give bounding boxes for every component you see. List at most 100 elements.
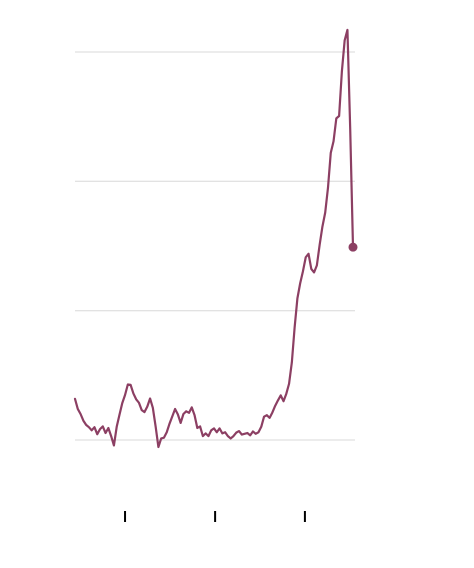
- data-point-98: [346, 29, 348, 31]
- data-point-69: [266, 414, 268, 416]
- data-point-77: [288, 383, 290, 385]
- data-point-53: [221, 432, 223, 434]
- data-point-71: [271, 411, 273, 413]
- data-point-90: [324, 212, 326, 214]
- data-point-65: [255, 433, 257, 435]
- data-point-67: [260, 426, 262, 428]
- data-point-20: [130, 384, 132, 386]
- data-point-95: [338, 115, 340, 117]
- data-point-6: [91, 429, 93, 431]
- data-point-68: [263, 416, 265, 418]
- data-point-33: [166, 431, 168, 433]
- data-point-99: [349, 129, 351, 131]
- data-point-4: [85, 424, 87, 426]
- data-point-10: [102, 425, 104, 427]
- data-point-40: [185, 410, 187, 412]
- data-point-85: [310, 268, 312, 270]
- data-point-78: [291, 361, 293, 363]
- data-point-48: [207, 435, 209, 437]
- data-point-23: [138, 402, 140, 404]
- data-point-35: [171, 415, 173, 417]
- data-point-73: [277, 399, 279, 401]
- data-point-44: [196, 427, 198, 429]
- data-point-2: [80, 413, 82, 415]
- data-point-22: [135, 398, 137, 400]
- data-point-12: [107, 427, 109, 429]
- data-point-7: [93, 426, 95, 428]
- data-point-61: [244, 433, 246, 435]
- data-point-1: [77, 408, 79, 410]
- data-point-38: [180, 422, 182, 424]
- data-point-55: [227, 435, 229, 437]
- data-point-92: [330, 152, 332, 154]
- data-point-39: [182, 413, 184, 415]
- data-point-63: [249, 434, 251, 436]
- data-point-26: [146, 406, 148, 408]
- data-point-29: [155, 425, 157, 427]
- data-point-41: [188, 412, 190, 414]
- data-point-24: [141, 409, 143, 411]
- data-point-36: [174, 408, 176, 410]
- data-point-89: [321, 226, 323, 228]
- data-point-42: [191, 406, 193, 408]
- data-point-45: [199, 425, 201, 427]
- data-point-9: [99, 428, 101, 430]
- data-point-86: [313, 271, 315, 273]
- data-point-15: [116, 426, 118, 428]
- data-point-93: [333, 140, 335, 142]
- data-point-16: [118, 414, 120, 416]
- end-point-marker: [348, 242, 358, 252]
- data-point-25: [144, 411, 146, 413]
- data-point-83: [305, 256, 307, 258]
- data-point-18: [124, 394, 126, 396]
- data-point-21: [132, 392, 134, 394]
- data-point-52: [219, 427, 221, 429]
- data-point-46: [202, 435, 204, 437]
- data-point-13: [110, 435, 112, 437]
- data-point-70: [269, 417, 271, 419]
- data-point-34: [169, 423, 171, 425]
- data-point-14: [113, 444, 115, 446]
- data-point-94: [335, 117, 337, 119]
- data-point-76: [285, 393, 287, 395]
- data-point-28: [152, 407, 154, 409]
- data-point-49: [210, 429, 212, 431]
- data-point-56: [230, 437, 232, 439]
- data-point-47: [205, 432, 207, 434]
- data-point-37: [177, 413, 179, 415]
- data-point-0: [74, 398, 76, 400]
- data-point-8: [96, 433, 98, 435]
- data-point-88: [319, 244, 321, 246]
- x-axis-ticks: [124, 511, 306, 522]
- data-point-17: [121, 402, 123, 404]
- data-point-30: [157, 446, 159, 448]
- data-point-57: [232, 435, 234, 437]
- data-point-72: [274, 405, 276, 407]
- data-point-3: [82, 420, 84, 422]
- gridlines: [75, 51, 355, 441]
- data-point-62: [246, 432, 248, 434]
- data-point-97: [344, 39, 346, 41]
- data-point-74: [280, 394, 282, 396]
- data-point-75: [283, 400, 285, 402]
- data-point-82: [302, 270, 304, 272]
- data-point-64: [252, 430, 254, 432]
- data-point-66: [257, 431, 259, 433]
- data-point-50: [213, 427, 215, 429]
- data-point-87: [316, 264, 318, 266]
- data-point-96: [341, 70, 343, 72]
- data-point-54: [224, 431, 226, 433]
- data-point-51: [216, 431, 218, 433]
- data-point-80: [296, 297, 298, 299]
- data-point-91: [327, 187, 329, 189]
- series-layer: [73, 28, 358, 449]
- data-point-60: [241, 434, 243, 436]
- data-point-79: [294, 326, 296, 328]
- data-point-5: [88, 426, 90, 428]
- data-point-58: [235, 432, 237, 434]
- data-point-84: [308, 253, 310, 255]
- data-point-19: [127, 384, 129, 386]
- data-point-11: [105, 432, 107, 434]
